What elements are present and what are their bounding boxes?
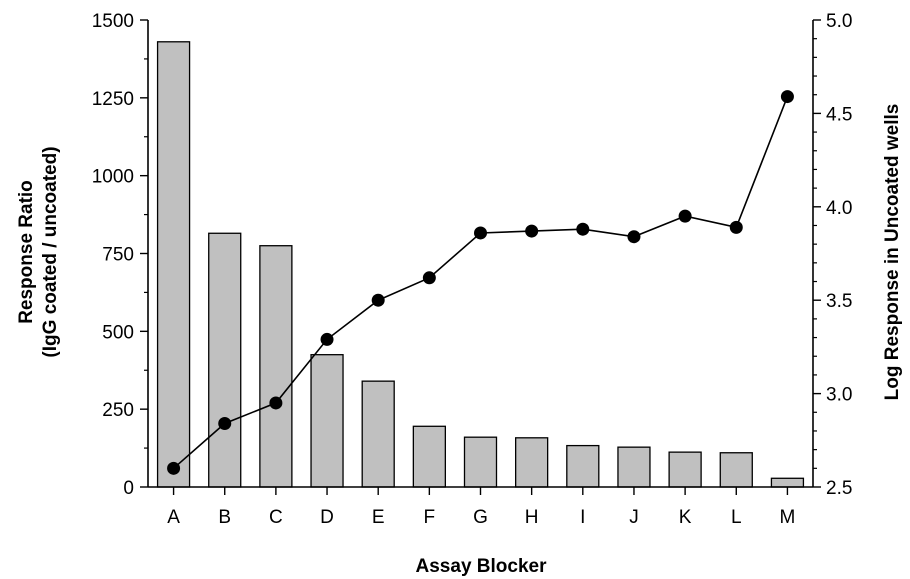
bar-H <box>515 437 549 488</box>
x-tick-label: L <box>731 507 742 528</box>
bar-M <box>770 477 805 488</box>
right-axis: 2.5 3.0 3.5 4.0 4.5 5.0 <box>812 11 852 499</box>
x-tick-label: J <box>629 507 639 528</box>
line-group <box>167 90 794 475</box>
x-tick-label: H <box>525 507 539 528</box>
left-axis: 0 250 500 750 1000 1250 1500 <box>92 11 149 499</box>
right-tick-label: 3.0 <box>826 385 852 406</box>
right-tick-label: 2.5 <box>826 478 852 499</box>
x-tick-label: A <box>167 507 180 528</box>
right-tick-label: 4.5 <box>826 104 852 125</box>
left-tick-label: 1000 <box>92 167 134 188</box>
right-tick-label: 3.5 <box>826 291 852 312</box>
x-tick-label: B <box>218 507 231 528</box>
bars-group <box>156 41 805 488</box>
left-axis-title: Response Ratio (IgG coated / uncoated) <box>16 146 61 357</box>
bar-I <box>566 444 600 488</box>
bar-J <box>617 446 651 488</box>
x-tick-label: K <box>679 507 692 528</box>
x-axis-title: Assay Blocker <box>416 556 548 577</box>
x-tick-label: C <box>269 507 283 528</box>
x-tick-label: F <box>424 507 436 528</box>
point-J <box>627 230 641 244</box>
left-tick-label: 500 <box>102 322 134 343</box>
bar-B <box>208 232 242 488</box>
point-D <box>320 332 334 346</box>
right-tick-label: 4.0 <box>826 198 852 219</box>
left-tick-label: 750 <box>102 245 134 266</box>
left-axis-title-line2: (IgG coated / uncoated) <box>40 146 61 357</box>
x-tick-label: G <box>473 507 488 528</box>
point-G <box>474 226 487 240</box>
bar-F <box>412 425 446 488</box>
bar-E <box>361 380 395 488</box>
bar-L <box>719 452 753 488</box>
point-H <box>525 224 539 238</box>
point-K <box>678 209 692 223</box>
left-tick-label: 1250 <box>92 89 134 110</box>
left-tick-label: 250 <box>102 400 134 421</box>
point-C <box>269 396 283 410</box>
right-axis-title: Log Response in Uncoated wells <box>882 104 903 401</box>
x-tick-label: I <box>580 507 585 528</box>
point-E <box>371 293 385 307</box>
point-F <box>422 271 436 285</box>
point-L <box>729 220 743 234</box>
left-tick-label: 0 <box>123 478 134 499</box>
bar-K <box>668 451 702 488</box>
right-tick-label: 5.0 <box>826 11 852 32</box>
bar-A <box>156 41 191 488</box>
point-M <box>780 90 794 104</box>
point-A <box>167 461 181 475</box>
point-B <box>218 416 232 430</box>
x-tick-label: M <box>780 507 796 528</box>
left-axis-title-line1: Response Ratio <box>16 180 37 324</box>
x-tick-label: E <box>372 507 385 528</box>
bar-C <box>259 245 293 488</box>
x-axis: A B C D E F G H I J K L M <box>148 486 813 528</box>
left-tick-label: 1500 <box>92 11 134 32</box>
x-tick-label: D <box>320 507 334 528</box>
bar-D <box>310 354 344 488</box>
bar-G <box>463 436 498 488</box>
point-I <box>576 222 590 236</box>
